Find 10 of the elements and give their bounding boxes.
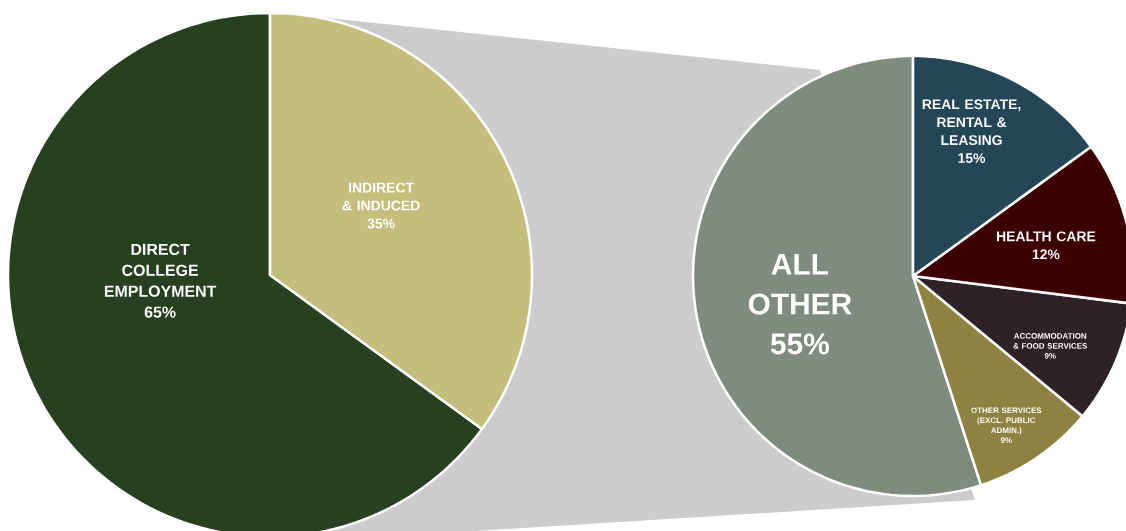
data-label: 15% [958, 153, 986, 163]
data-label: 35% [367, 218, 395, 229]
slice-label: HEALTH CARE [997, 231, 1096, 242]
slice-label: INDIRECT & INDUCED [342, 182, 420, 211]
slice-label: REAL ESTATE, RENTAL & LEASING [922, 99, 1021, 146]
data-label: 12% [1032, 249, 1060, 260]
slice-label: ALL OTHER [748, 253, 852, 315]
slice-label: DIRECT COLLEGE EMPLOYMENT [104, 243, 217, 297]
data-label: 65% [144, 306, 176, 318]
data-label: 55% [770, 333, 830, 355]
